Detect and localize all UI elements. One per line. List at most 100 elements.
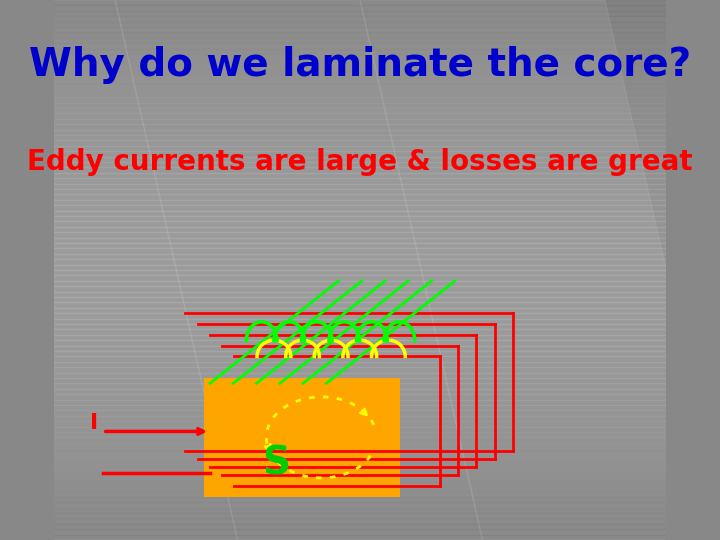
Bar <box>54 400 666 405</box>
Bar <box>54 497 666 502</box>
Bar <box>54 535 666 540</box>
Bar <box>54 427 666 432</box>
Bar <box>54 0 666 5</box>
Bar <box>54 297 666 302</box>
Bar <box>54 518 666 524</box>
Bar <box>54 416 666 421</box>
Bar <box>54 292 666 297</box>
Bar <box>54 464 666 470</box>
Bar <box>54 286 666 292</box>
Bar <box>54 140 666 146</box>
Bar <box>54 508 666 513</box>
Bar <box>54 216 666 221</box>
Bar <box>54 97 666 103</box>
Bar <box>54 151 666 157</box>
Bar <box>54 308 666 313</box>
Bar <box>54 470 666 475</box>
Bar <box>54 513 666 518</box>
Bar <box>54 410 666 416</box>
Bar <box>54 135 666 140</box>
Bar <box>54 389 666 394</box>
Bar <box>54 475 666 481</box>
Bar <box>54 103 666 108</box>
Bar <box>54 211 666 216</box>
Bar <box>54 486 666 491</box>
Bar <box>54 265 666 270</box>
Text: Why do we laminate the core?: Why do we laminate the core? <box>29 46 691 84</box>
Bar <box>54 92 666 97</box>
Text: Eddy currents are large & losses are great: Eddy currents are large & losses are gre… <box>27 148 693 176</box>
Bar <box>54 421 666 427</box>
Bar <box>54 373 666 378</box>
Bar <box>54 313 666 319</box>
Bar <box>54 356 666 362</box>
Bar <box>54 367 666 373</box>
Bar <box>54 248 666 254</box>
Polygon shape <box>0 0 238 540</box>
Polygon shape <box>115 0 482 540</box>
Bar <box>54 351 666 356</box>
Bar <box>54 189 666 194</box>
Bar <box>54 232 666 238</box>
Bar <box>54 437 666 443</box>
Bar <box>54 65 666 70</box>
Bar <box>54 302 666 308</box>
Bar <box>54 173 666 178</box>
Bar <box>54 157 666 162</box>
Bar <box>54 524 666 529</box>
Bar <box>54 54 666 59</box>
Bar <box>54 81 666 86</box>
Bar <box>54 529 666 535</box>
Bar <box>54 346 666 351</box>
Bar <box>54 394 666 400</box>
Bar <box>54 113 666 119</box>
Polygon shape <box>360 0 720 540</box>
Bar <box>54 162 666 167</box>
Bar <box>54 86 666 92</box>
Bar <box>54 405 666 410</box>
Bar <box>54 329 666 335</box>
Bar <box>54 432 666 437</box>
Bar <box>54 459 666 464</box>
Bar <box>54 43 666 49</box>
Bar <box>54 448 666 454</box>
Bar <box>54 281 666 286</box>
Bar <box>54 178 666 184</box>
Bar <box>54 146 666 151</box>
Bar <box>54 481 666 486</box>
Bar <box>54 167 666 173</box>
Bar <box>54 254 666 259</box>
FancyBboxPatch shape <box>204 378 400 497</box>
Bar <box>54 238 666 243</box>
Bar <box>54 378 666 383</box>
Bar <box>54 454 666 459</box>
Bar <box>54 108 666 113</box>
Bar <box>54 32 666 38</box>
Bar <box>54 76 666 81</box>
Bar <box>54 270 666 275</box>
Bar <box>54 221 666 227</box>
Bar <box>54 5 666 11</box>
Bar <box>54 194 666 200</box>
Bar <box>54 70 666 76</box>
Bar <box>54 200 666 205</box>
Bar <box>54 184 666 189</box>
Bar <box>54 11 666 16</box>
Bar <box>54 124 666 130</box>
Bar <box>54 16 666 22</box>
Bar <box>54 335 666 340</box>
Bar <box>54 259 666 265</box>
Bar <box>54 119 666 124</box>
Bar <box>54 49 666 54</box>
Bar <box>54 59 666 65</box>
Bar <box>54 502 666 508</box>
Bar <box>54 205 666 211</box>
Bar <box>54 324 666 329</box>
Bar <box>54 22 666 27</box>
Bar <box>54 491 666 497</box>
Bar <box>54 243 666 248</box>
Bar <box>54 443 666 448</box>
Bar <box>54 319 666 324</box>
Bar <box>54 27 666 32</box>
Bar <box>54 362 666 367</box>
